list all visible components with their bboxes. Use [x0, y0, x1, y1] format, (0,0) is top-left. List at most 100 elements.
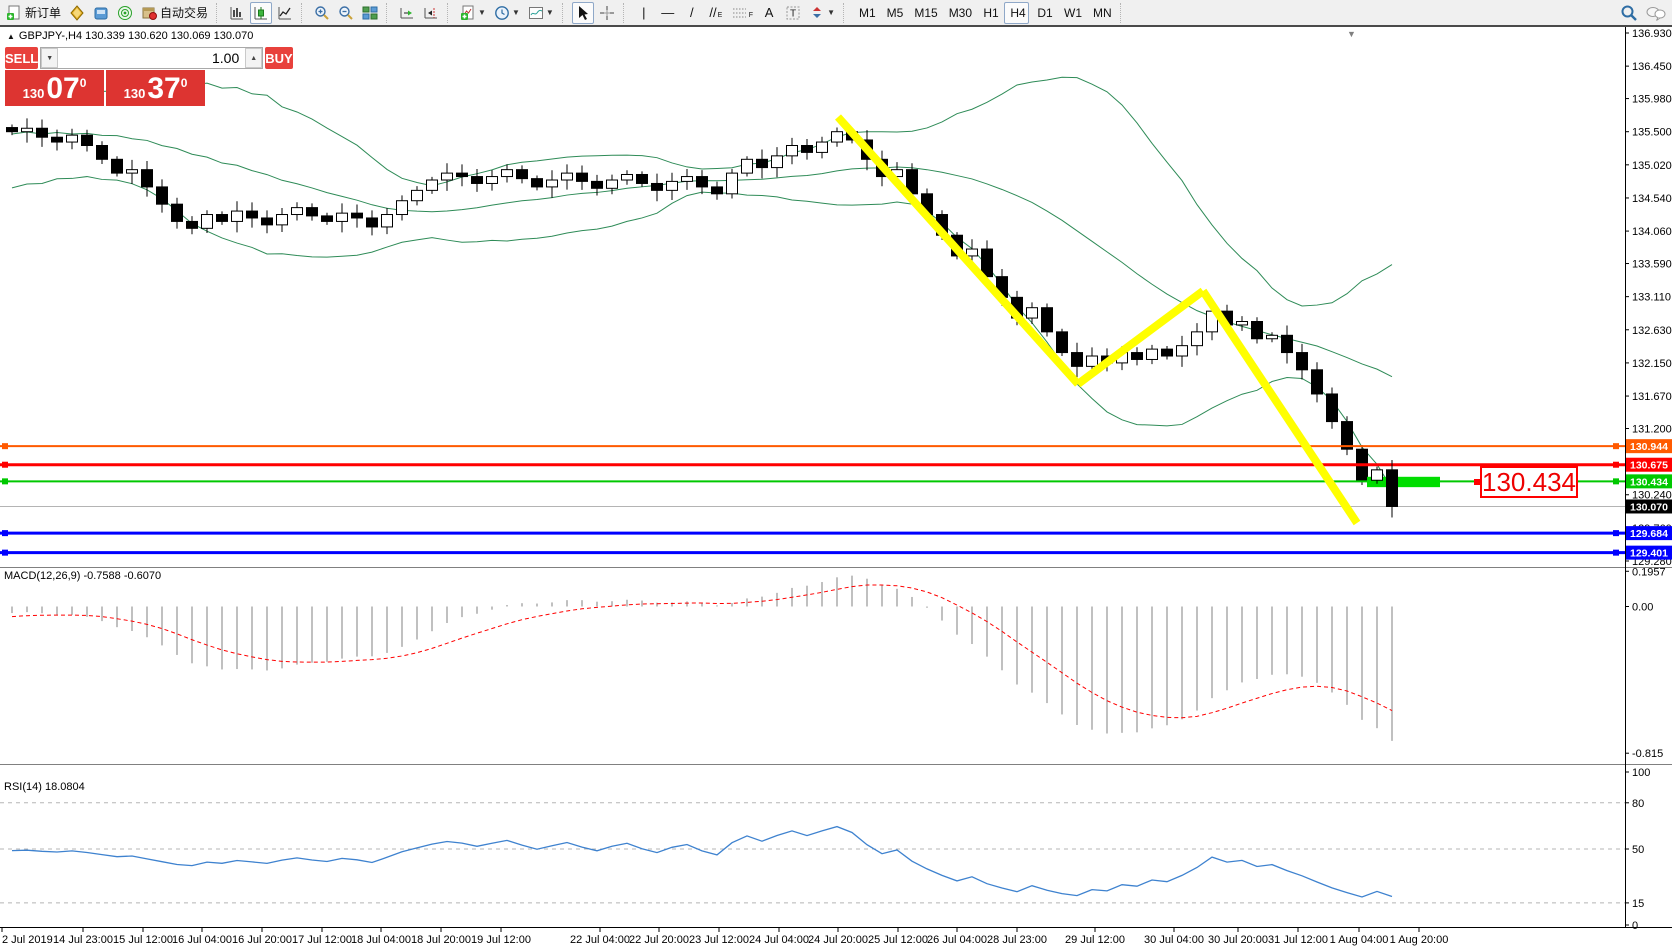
- svg-text:22 Jul 20:00: 22 Jul 20:00: [629, 934, 689, 946]
- fibonacci-button[interactable]: F: [729, 2, 756, 24]
- svg-text:135.500: 135.500: [1632, 127, 1672, 139]
- rectangle-object[interactable]: [1367, 476, 1440, 488]
- toolbar-separator: [301, 2, 307, 23]
- market-watch-icon: [93, 5, 109, 21]
- time-axis[interactable]: 2 Jul 2019 14 Jul 23:00 15 Jul 12:00 16 Jul…: [1, 928, 1449, 946]
- svg-text:131.200: 131.200: [1632, 423, 1672, 435]
- volume-input[interactable]: [58, 48, 246, 68]
- svg-text:130.944: 130.944: [1630, 441, 1668, 453]
- periods-button[interactable]: ▼: [491, 2, 523, 24]
- candlestick-icon: [253, 5, 269, 21]
- volume-increase-button[interactable]: ▲: [245, 48, 263, 68]
- text-label-button[interactable]: T: [782, 2, 804, 24]
- tile-windows-button[interactable]: [359, 2, 381, 24]
- callout-handle[interactable]: [1474, 479, 1480, 485]
- svg-text:25 Jul 12:00: 25 Jul 12:00: [868, 934, 928, 946]
- indicators-button[interactable]: ▼: [457, 2, 489, 24]
- chat-button[interactable]: [1643, 2, 1669, 24]
- svg-text:18 Jul 20:00: 18 Jul 20:00: [411, 934, 471, 946]
- sell-button[interactable]: SELL: [5, 47, 39, 69]
- auto-scroll-button[interactable]: [396, 2, 418, 24]
- tf-m5-button[interactable]: M5: [886, 5, 904, 20]
- bollinger-bands: [11, 76, 1393, 490]
- trend-line-objects[interactable]: [835, 114, 1361, 526]
- tf-mn-button[interactable]: MN: [1093, 5, 1112, 20]
- arrows-button[interactable]: ▼: [806, 2, 838, 24]
- tf-h4-button[interactable]: H4: [1004, 1, 1030, 24]
- svg-text:22 Jul 04:00: 22 Jul 04:00: [570, 934, 630, 946]
- styler-button[interactable]: [66, 2, 88, 24]
- volume-control: ▼ ▲: [40, 47, 264, 69]
- zoom-out-button[interactable]: [335, 2, 357, 24]
- chart-shift-icon: [423, 5, 439, 21]
- volume-decrease-button[interactable]: ▼: [41, 48, 59, 68]
- text-button[interactable]: A: [764, 5, 774, 20]
- chevron-down-icon[interactable]: ▼: [511, 8, 520, 17]
- zoom-in-icon: [314, 5, 330, 21]
- chevron-down-icon[interactable]: ▼: [478, 8, 486, 17]
- chart-window[interactable]: 136.930 136.450 135.980 135.500 135.020 134.5…: [0, 27, 1672, 949]
- symbol-ohlc-text: GBPJPY-,H4 130.339 130.620 130.069 130.0…: [18, 30, 254, 42]
- svg-text:0.00: 0.00: [1632, 602, 1653, 614]
- trendline-button[interactable]: /: [689, 5, 694, 20]
- svg-text:132.630: 132.630: [1632, 325, 1672, 337]
- cursor-button[interactable]: [571, 1, 594, 24]
- collapse-arrow-icon[interactable]: ▲: [7, 31, 15, 41]
- macd-pane: 0.1957 0.00 -0.815: [11, 566, 1666, 760]
- signals-button[interactable]: [114, 2, 136, 24]
- bar-chart-button[interactable]: [226, 2, 248, 24]
- buy-price-display[interactable]: 130 37 0: [106, 70, 205, 106]
- chevron-down-icon[interactable]: ▼: [545, 8, 554, 17]
- svg-text:0: 0: [1632, 920, 1638, 932]
- tile-windows-icon: [362, 5, 378, 21]
- chart-frame: [0, 27, 1672, 928]
- svg-text:16 Jul 20:00: 16 Jul 20:00: [232, 934, 292, 946]
- svg-text:30 Jul 04:00: 30 Jul 04:00: [1144, 934, 1204, 946]
- market-watch-button[interactable]: [90, 2, 112, 24]
- svg-text:18 Jul 04:00: 18 Jul 04:00: [351, 934, 411, 946]
- svg-text:131.670: 131.670: [1632, 391, 1672, 403]
- tf-h1-button[interactable]: H1: [983, 5, 999, 20]
- tf-d1-button[interactable]: D1: [1037, 5, 1053, 20]
- svg-text:26 Jul 04:00: 26 Jul 04:00: [927, 934, 987, 946]
- svg-text:133.590: 133.590: [1632, 259, 1672, 271]
- price-chart[interactable]: 136.930 136.450 135.980 135.500 135.020 134.5…: [0, 27, 1672, 949]
- templates-icon: [528, 5, 544, 21]
- tf-m1-button[interactable]: M1: [859, 5, 876, 20]
- templates-button[interactable]: ▼: [525, 2, 557, 24]
- search-button[interactable]: [1617, 2, 1641, 24]
- rsi-pane: 100 80 50 15 0: [0, 767, 1650, 932]
- new-order-button[interactable]: 新订单: [3, 2, 64, 24]
- toolbar-separator: [386, 2, 392, 23]
- line-chart-button[interactable]: [274, 2, 296, 24]
- zoom-in-button[interactable]: [311, 2, 333, 24]
- svg-text:132.150: 132.150: [1632, 358, 1672, 370]
- svg-text:-0.815: -0.815: [1632, 748, 1663, 760]
- horizontal-line-button[interactable]: —: [661, 5, 675, 20]
- toolbar-separator: [1119, 2, 1126, 23]
- chart-shift-button[interactable]: [420, 2, 442, 24]
- svg-text:130.240: 130.240: [1632, 490, 1672, 502]
- horizontal-line-objects[interactable]: [0, 443, 1625, 556]
- svg-text:50: 50: [1632, 844, 1644, 856]
- channel-button[interactable]: //E: [709, 5, 723, 20]
- svg-text:1 Aug 20:00: 1 Aug 20:00: [1390, 934, 1449, 946]
- svg-text:29 Jul 12:00: 29 Jul 12:00: [1065, 934, 1125, 946]
- tf-w1-button[interactable]: W1: [1064, 5, 1083, 20]
- tf-m15-button[interactable]: M15: [914, 5, 938, 20]
- crosshair-button[interactable]: [596, 2, 618, 24]
- toolbar-separator: [447, 2, 453, 23]
- svg-text:130.070: 130.070: [1630, 501, 1668, 513]
- fibonacci-icon: [732, 6, 748, 20]
- svg-text:30 Jul 20:00: 30 Jul 20:00: [1208, 934, 1268, 946]
- vertical-line-button[interactable]: |: [642, 5, 646, 20]
- price-callout-textbox[interactable]: 130.434: [1480, 466, 1578, 498]
- candlestick-button[interactable]: [250, 1, 273, 24]
- buy-button[interactable]: BUY: [265, 47, 293, 69]
- svg-text:135.980: 135.980: [1632, 94, 1672, 106]
- auto-trading-button[interactable]: 自动交易: [138, 2, 211, 24]
- chart-shift-marker-icon[interactable]: ▼: [1347, 29, 1356, 39]
- sell-price-display[interactable]: 130 07 0: [5, 70, 104, 106]
- tf-m30-button[interactable]: M30: [948, 5, 973, 20]
- chevron-down-icon[interactable]: ▼: [827, 8, 835, 17]
